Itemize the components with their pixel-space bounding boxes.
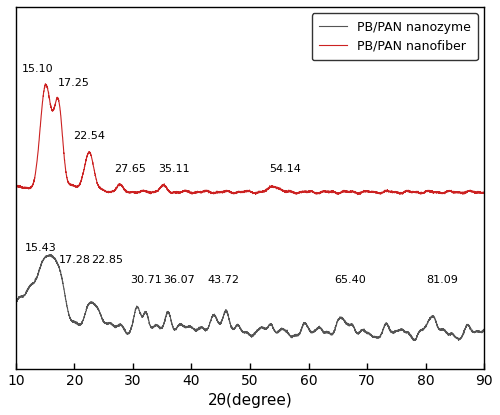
Text: 22.54: 22.54	[73, 131, 105, 141]
PB/PAN nanofiber	[42, 81, 48, 86]
Text: 27.65: 27.65	[114, 164, 146, 173]
PB/PAN nanozyme	[318, 325, 324, 330]
PB/PAN nanofiber	[13, 183, 19, 188]
Line: PB/PAN nanozyme: PB/PAN nanozyme	[16, 255, 484, 341]
Text: 43.72: 43.72	[208, 275, 240, 285]
Text: 22.85: 22.85	[91, 255, 123, 265]
Text: 17.28: 17.28	[58, 255, 90, 265]
PB/PAN nanofiber	[398, 191, 404, 196]
Text: 65.40: 65.40	[334, 275, 366, 285]
PB/PAN nanofiber	[294, 191, 300, 196]
PB/PAN nanozyme	[398, 327, 404, 332]
Line: PB/PAN nanofiber: PB/PAN nanofiber	[16, 84, 484, 195]
PB/PAN nanofiber	[192, 190, 198, 195]
PB/PAN nanozyme	[98, 312, 104, 317]
Text: 35.11: 35.11	[158, 164, 190, 173]
Text: 15.10: 15.10	[22, 64, 54, 74]
Text: 81.09: 81.09	[426, 275, 458, 285]
X-axis label: 2θ(degree): 2θ(degree)	[208, 393, 292, 408]
Text: 36.07: 36.07	[164, 275, 195, 285]
Legend: PB/PAN nanozyme, PB/PAN nanofiber: PB/PAN nanozyme, PB/PAN nanofiber	[312, 13, 478, 61]
PB/PAN nanofiber	[354, 192, 360, 197]
PB/PAN nanofiber	[98, 186, 104, 191]
PB/PAN nanofiber	[318, 190, 324, 195]
PB/PAN nanozyme	[362, 330, 368, 334]
Text: 30.71: 30.71	[130, 275, 162, 285]
PB/PAN nanozyme	[481, 328, 487, 333]
PB/PAN nanozyme	[48, 252, 54, 257]
Text: 54.14: 54.14	[270, 164, 301, 173]
Text: 17.25: 17.25	[58, 78, 90, 88]
PB/PAN nanozyme	[412, 338, 418, 343]
PB/PAN nanozyme	[13, 301, 19, 306]
PB/PAN nanozyme	[192, 327, 198, 332]
Text: 15.43: 15.43	[24, 243, 56, 253]
PB/PAN nanofiber	[481, 191, 487, 196]
PB/PAN nanozyme	[294, 333, 300, 338]
PB/PAN nanofiber	[362, 188, 368, 193]
